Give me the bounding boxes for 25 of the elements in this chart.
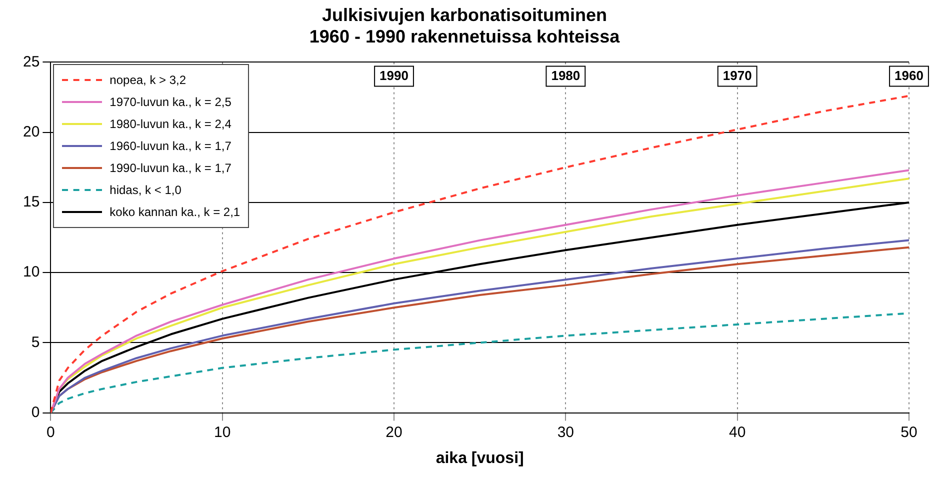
legend-label: nopea, k > 3,2 (110, 73, 186, 88)
annotation: 1990 (380, 68, 408, 83)
x-tick-label: 0 (46, 424, 55, 441)
y-tick-label: 10 (22, 264, 40, 281)
annotation: 1970 (722, 68, 752, 83)
x-tick-label: 50 (900, 424, 918, 441)
legend-label: koko kannan ka., k = 2,1 (110, 205, 240, 220)
x-axis-title: aika [vuosi] (436, 450, 524, 467)
annotation: 1960 (894, 68, 924, 83)
legend-label: 1970-luvun ka., k = 2,5 (110, 95, 232, 110)
y-tick-label: 15 (22, 194, 40, 211)
x-tick-label: 20 (386, 424, 402, 441)
x-tick-label: 10 (214, 424, 231, 441)
y-tick-label: 0 (31, 404, 40, 421)
legend-label: 1990-luvun ka., k = 1,7 (110, 161, 232, 176)
y-tick-label: 25 (22, 53, 40, 70)
annotation: 1980 (551, 68, 580, 83)
chart-title: Julkisivujen karbonatisoituminen 1960 - 1990 rakennetuissa kohteissa (309, 4, 621, 46)
legend-label: 1980-luvun ka., k = 2,4 (110, 117, 232, 132)
y-tick-label: 5 (31, 334, 40, 351)
x-tick-label: 30 (557, 424, 574, 441)
y-tick-label: 20 (22, 123, 40, 140)
legend-label: hidas, k < 1,0 (110, 183, 182, 198)
x-tick-label: 40 (728, 424, 746, 441)
legend-label: 1960-luvun ka., k = 1,7 (110, 139, 232, 154)
